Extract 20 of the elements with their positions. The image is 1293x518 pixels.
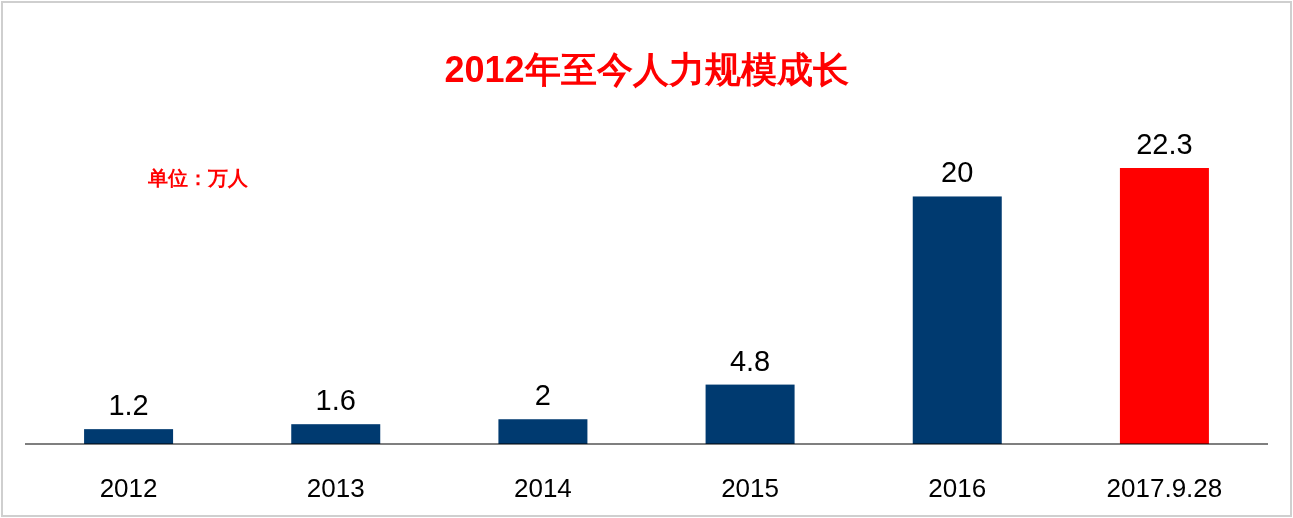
data-label: 4.8: [729, 344, 771, 377]
bar: [705, 384, 795, 444]
bar: [291, 424, 381, 444]
x-tick-label: 2017.9.28: [1106, 473, 1223, 503]
annotation: 单位：万人: [147, 167, 249, 189]
x-tick-label: 2015: [721, 473, 780, 503]
data-label: 22.3: [1136, 128, 1193, 160]
data-label: 1.6: [315, 384, 356, 417]
data-label: 2: [534, 379, 551, 412]
bar: [1119, 168, 1209, 444]
data-label: 1.2: [108, 389, 149, 422]
bar: [912, 196, 1002, 444]
x-tick-label: 2016: [928, 473, 987, 503]
x-tick-label: 2013: [306, 473, 365, 503]
bar: [498, 419, 588, 444]
x-tick-label: 2012: [99, 473, 158, 503]
chart-title: 2012年至今人力规模成长: [444, 49, 849, 90]
x-tick-label: 2014: [513, 473, 572, 503]
data-label: 20: [941, 156, 974, 189]
bar: [84, 429, 174, 444]
